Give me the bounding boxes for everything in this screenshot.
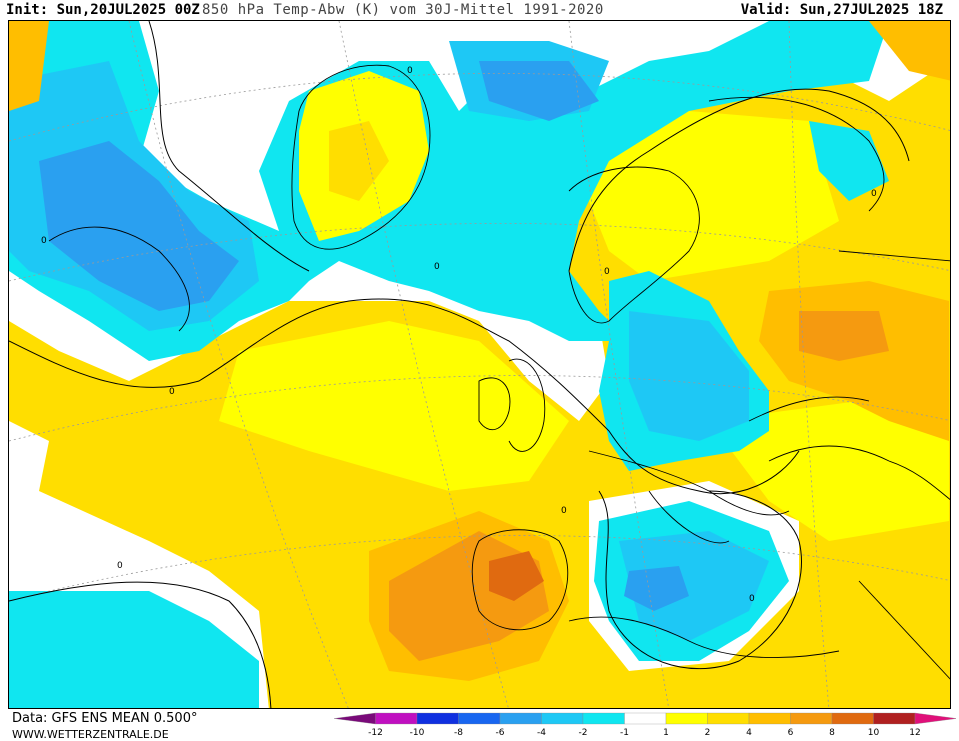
contour-label: 0 (604, 267, 610, 277)
contour-label: 0 (117, 561, 123, 571)
legend-tick-label: 12 (909, 728, 920, 738)
anomaly-region (9, 591, 259, 708)
legend-swatch (748, 712, 791, 725)
anomaly-region (39, 141, 239, 311)
legend-tick-label: -1 (620, 728, 629, 738)
legend-tick-label: 4 (746, 728, 752, 738)
legend-tick-label: -2 (579, 728, 588, 738)
legend-swatch (831, 712, 874, 725)
init-time: Init: Sun,20JUL2025 00Z (6, 2, 200, 18)
legend-tick-label: -6 (496, 728, 505, 738)
anomaly-region (869, 21, 950, 81)
legend-swatch (499, 712, 542, 725)
anomaly-region (479, 61, 599, 121)
legend-swatch (541, 712, 584, 725)
legend-swatch (334, 712, 376, 725)
anomaly-region (629, 311, 749, 441)
contour-label: 0 (561, 506, 567, 516)
legend-tick-label: 1 (663, 728, 669, 738)
legend-swatch (914, 712, 956, 725)
legend-tick-label: -10 (410, 728, 425, 738)
anomaly-region (329, 121, 389, 201)
legend-tick-label: 2 (705, 728, 711, 738)
chart-header: Init: Sun,20JUL2025 00Z 850 hPa Temp-Abw… (0, 0, 959, 20)
legend-tick-label: 8 (829, 728, 835, 738)
color-legend: -12 -10 -8 -6 -4 -2 -1 1 2 4 6 8 10 12 (334, 712, 956, 738)
map-canvas: 0 0 0 0 0 0 0 0 0 (9, 21, 950, 708)
contour-label: 0 (434, 262, 440, 272)
legend-swatch (458, 712, 501, 725)
contour-labels: 0 0 0 0 0 0 0 0 0 (41, 66, 877, 604)
anomaly-region (709, 401, 949, 541)
anomaly-region (619, 531, 769, 641)
contour-label: 0 (169, 387, 175, 397)
valid-time: Valid: Sun,27JUL2025 18Z (740, 2, 943, 18)
anomaly-region (489, 551, 544, 601)
legend-swatch (375, 712, 418, 725)
legend-tick-label: -4 (537, 728, 546, 738)
legend-swatch (416, 712, 459, 725)
anomaly-region (219, 321, 569, 491)
contour-label: 0 (749, 594, 755, 604)
coastlines (48, 64, 950, 680)
contour-label: 0 (871, 189, 877, 199)
temperature-anomaly-map: 0 0 0 0 0 0 0 0 0 (8, 20, 951, 709)
contour-label: 0 (407, 66, 413, 76)
anomaly-region (9, 21, 49, 111)
legend-tick-label: -12 (368, 728, 383, 738)
zero-contours (9, 21, 910, 708)
legend-tick-label: 6 (788, 728, 794, 738)
legend-tick-label: 10 (868, 728, 880, 738)
data-source: Data: GFS ENS MEAN 0.500° (12, 711, 198, 726)
contour-label: 0 (41, 236, 47, 246)
chart-footer: Data: GFS ENS MEAN 0.500° WWW.WETTERZENT… (0, 709, 959, 741)
legend-swatch (582, 712, 625, 725)
legend-swatch (624, 712, 667, 725)
anomaly-region (799, 311, 889, 361)
legend-tick-label: -8 (454, 728, 463, 738)
anomaly-region (569, 111, 839, 281)
chart-title: 850 hPa Temp-Abw (K) vom 30J-Mittel 1991… (202, 2, 604, 18)
site-name: WWW.WETTERZENTRALE.DE (12, 728, 169, 741)
legend-swatch (873, 712, 916, 725)
graticule (9, 21, 950, 708)
legend-swatch (665, 712, 708, 725)
legend-swatch (790, 712, 833, 725)
anomaly-region (624, 566, 689, 611)
legend-swatch (707, 712, 750, 725)
